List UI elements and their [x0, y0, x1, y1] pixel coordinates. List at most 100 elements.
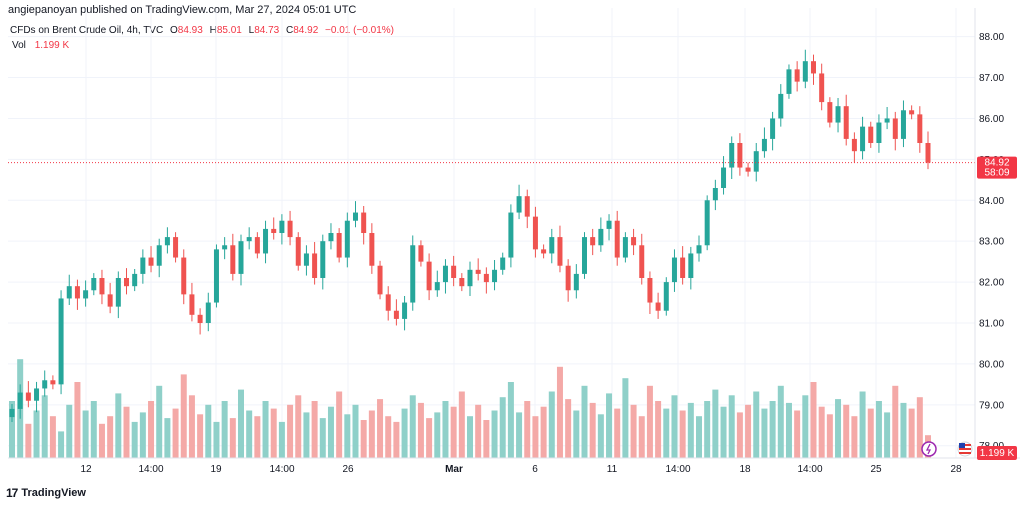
low-label: L — [248, 25, 255, 36]
volume-bar — [777, 385, 784, 458]
volume-bar — [221, 401, 228, 458]
close-label: C — [286, 25, 294, 36]
volume-bar — [434, 412, 441, 458]
candle-body — [590, 237, 596, 246]
candle-body — [156, 245, 162, 266]
volume-bar — [646, 385, 653, 458]
candle-body — [402, 302, 408, 319]
candle-body — [385, 294, 391, 311]
candle-body — [230, 245, 236, 274]
volume-bar — [769, 401, 776, 458]
volume-bar — [417, 402, 424, 458]
volume-bar — [859, 391, 866, 458]
volume-bar — [826, 414, 833, 458]
time-tick-label: 26 — [342, 464, 354, 475]
volume-bar — [131, 421, 138, 458]
volume-bar — [712, 389, 719, 458]
candle-body — [500, 257, 506, 270]
candle-body — [819, 73, 825, 103]
candle-body — [222, 245, 228, 250]
candle-body — [835, 106, 841, 123]
candle-body — [271, 228, 277, 233]
candle-body — [50, 380, 56, 385]
symbol-legend: CFDs on Brent Crude Oil, 4h, TVC O84.93 … — [10, 25, 394, 36]
candle-body — [900, 110, 906, 139]
candle-body — [148, 257, 154, 266]
candle-body — [238, 241, 244, 274]
price-tick-label: 79.00 — [979, 400, 1004, 411]
time-tick-label: 18 — [739, 464, 751, 475]
volume-bar — [58, 431, 65, 458]
volume-bar — [851, 416, 858, 458]
candle-body — [614, 220, 620, 258]
candle-body — [475, 269, 481, 274]
candle-body — [721, 167, 727, 188]
candle-body — [753, 151, 759, 172]
volume-bar — [164, 418, 171, 458]
dividend-icon[interactable] — [921, 441, 937, 457]
volume-bar — [761, 408, 768, 458]
candle-body — [696, 245, 702, 254]
candle-body — [442, 265, 448, 283]
candle-body — [451, 265, 457, 278]
volume-bar — [49, 416, 56, 458]
volume-bar — [483, 420, 490, 458]
time-axis[interactable]: 12 14:00 19 14:00 26 Mar 6 11 14:00 18 14:00 25 28 — [80, 464, 962, 475]
candle-body — [712, 188, 718, 201]
volume-bar — [540, 406, 547, 458]
candle-body — [745, 167, 751, 172]
volume-bar — [205, 404, 212, 458]
candle-body — [516, 196, 522, 213]
volume-bar — [606, 393, 613, 458]
candle-body — [74, 286, 80, 299]
candle-body — [492, 269, 498, 283]
grid-lines — [8, 8, 975, 458]
volume-bar — [745, 404, 752, 458]
volume-bar — [753, 391, 760, 458]
time-tick-label: 19 — [210, 464, 222, 475]
volume-bar — [736, 412, 743, 458]
volume-legend: Vol 1.199 K — [12, 40, 69, 51]
volume-bar — [810, 382, 817, 458]
candle-body — [761, 138, 767, 152]
volume-bar — [696, 416, 702, 458]
us-flag-icon[interactable] — [957, 441, 973, 457]
volume-bar — [630, 404, 637, 458]
tradingview-logo[interactable]: 17 TradingView — [6, 486, 86, 500]
symbol-title[interactable]: CFDs on Brent Crude Oil, 4h, TVC — [10, 25, 164, 36]
candle-body — [426, 261, 432, 291]
candle-body — [860, 126, 866, 152]
volume-bar — [655, 401, 662, 458]
volume-bar — [614, 408, 621, 458]
candle-body — [393, 310, 399, 319]
price-axis[interactable]: 78.0079.0080.0081.0082.0083.0084.0085.00… — [979, 32, 1004, 452]
candle-body — [794, 69, 800, 82]
candle-body — [17, 392, 23, 409]
candle-body — [189, 294, 195, 315]
candle-body — [320, 241, 326, 278]
candle-body — [573, 273, 579, 291]
volume-bar — [270, 408, 277, 458]
candle-body — [704, 200, 710, 246]
tv-logo-icon: 17 — [6, 486, 18, 500]
candle-body — [132, 273, 138, 287]
volume-bar — [319, 418, 326, 458]
candle-body — [868, 126, 874, 143]
change-value: −0.01 (−0.01%) — [325, 25, 394, 36]
candle-body — [312, 253, 318, 278]
candle-body — [353, 212, 358, 221]
candle-body — [737, 143, 743, 168]
volume-bar — [524, 401, 531, 458]
time-tick-label: 14:00 — [269, 464, 294, 475]
volume-bar — [377, 399, 384, 458]
candle-body — [213, 249, 219, 303]
volume-bar — [303, 412, 310, 458]
volume-bar — [238, 389, 244, 458]
volume-bar — [90, 401, 97, 458]
candle-body — [565, 265, 571, 291]
volume-bar — [368, 410, 375, 458]
candle-body — [99, 278, 105, 295]
volume-bar — [835, 399, 842, 458]
volume-bar — [802, 395, 809, 458]
